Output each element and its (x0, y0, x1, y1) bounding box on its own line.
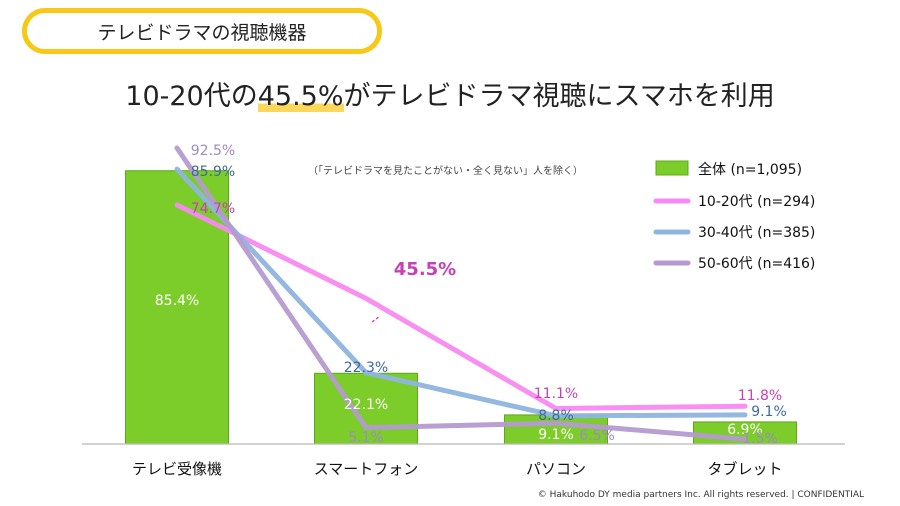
annotation-label: 45.5% (394, 259, 456, 280)
headline-pre: 10-20代の (125, 81, 258, 112)
line-label-2-3: 1.5% (742, 431, 778, 447)
line-label-1-1: 22.3% (344, 360, 388, 376)
copyright: © Hakuhodo DY media partners Inc. All ri… (537, 490, 864, 500)
line-label-1-2: 8.8% (538, 408, 574, 424)
legend-label-line-1: 30-40代 (n=385) (698, 225, 815, 241)
section-title-box: テレビドラマの視聴機器 (22, 8, 382, 54)
bar-2 (504, 414, 608, 445)
legend-swatch-bar (655, 160, 689, 176)
line-label-1-3: 9.1% (751, 404, 787, 420)
line-label-2-1: 5.1% (348, 430, 384, 446)
category-label-1: スマートフォン (314, 460, 419, 478)
line-label-2-2: 6.5% (579, 428, 615, 444)
series-line-0 (174, 202, 748, 411)
legend-label-bar: 全体 (n=1,095) (698, 161, 802, 178)
annotation-leader (371, 315, 381, 323)
category-label-0: テレビ受像機 (132, 460, 222, 478)
category-label-3: タブレット (707, 460, 782, 478)
line-label-0-2: 11.1% (534, 386, 578, 402)
headline-post: がテレビドラマ視聴にスマホを利用 (343, 81, 775, 112)
line-label-1-0: 85.9% (191, 164, 235, 180)
legend-label-line-0: 10-20代 (n=294) (698, 194, 815, 210)
headline-highlight: 45.5% (257, 81, 344, 112)
headline: 10-20代の45.5%がテレビドラマ視聴にスマホを利用 (0, 74, 900, 113)
legend-label-line-2: 50-60代 (n=416) (698, 256, 815, 272)
bar-label-1: 22.1% (344, 397, 388, 413)
bar-label-3: 6.9% (727, 422, 763, 438)
bar-label-2: 9.1% (538, 427, 574, 443)
line-label-0-3: 11.8% (738, 388, 782, 404)
section-title: テレビドラマの視聴機器 (97, 21, 307, 44)
bar-label-0: 85.4% (155, 293, 199, 309)
line-label-2-0: 92.5% (191, 143, 235, 159)
bar-1 (314, 372, 418, 445)
category-label-2: パソコン (526, 460, 586, 478)
chart-note: （「テレビドラマを見たことがない・全く見ない」人を除く） (308, 166, 583, 177)
line-label-0-0: 74.7% (191, 201, 235, 217)
bar-0 (125, 170, 229, 445)
series-line-2 (174, 145, 748, 442)
series-line-1 (174, 166, 748, 419)
